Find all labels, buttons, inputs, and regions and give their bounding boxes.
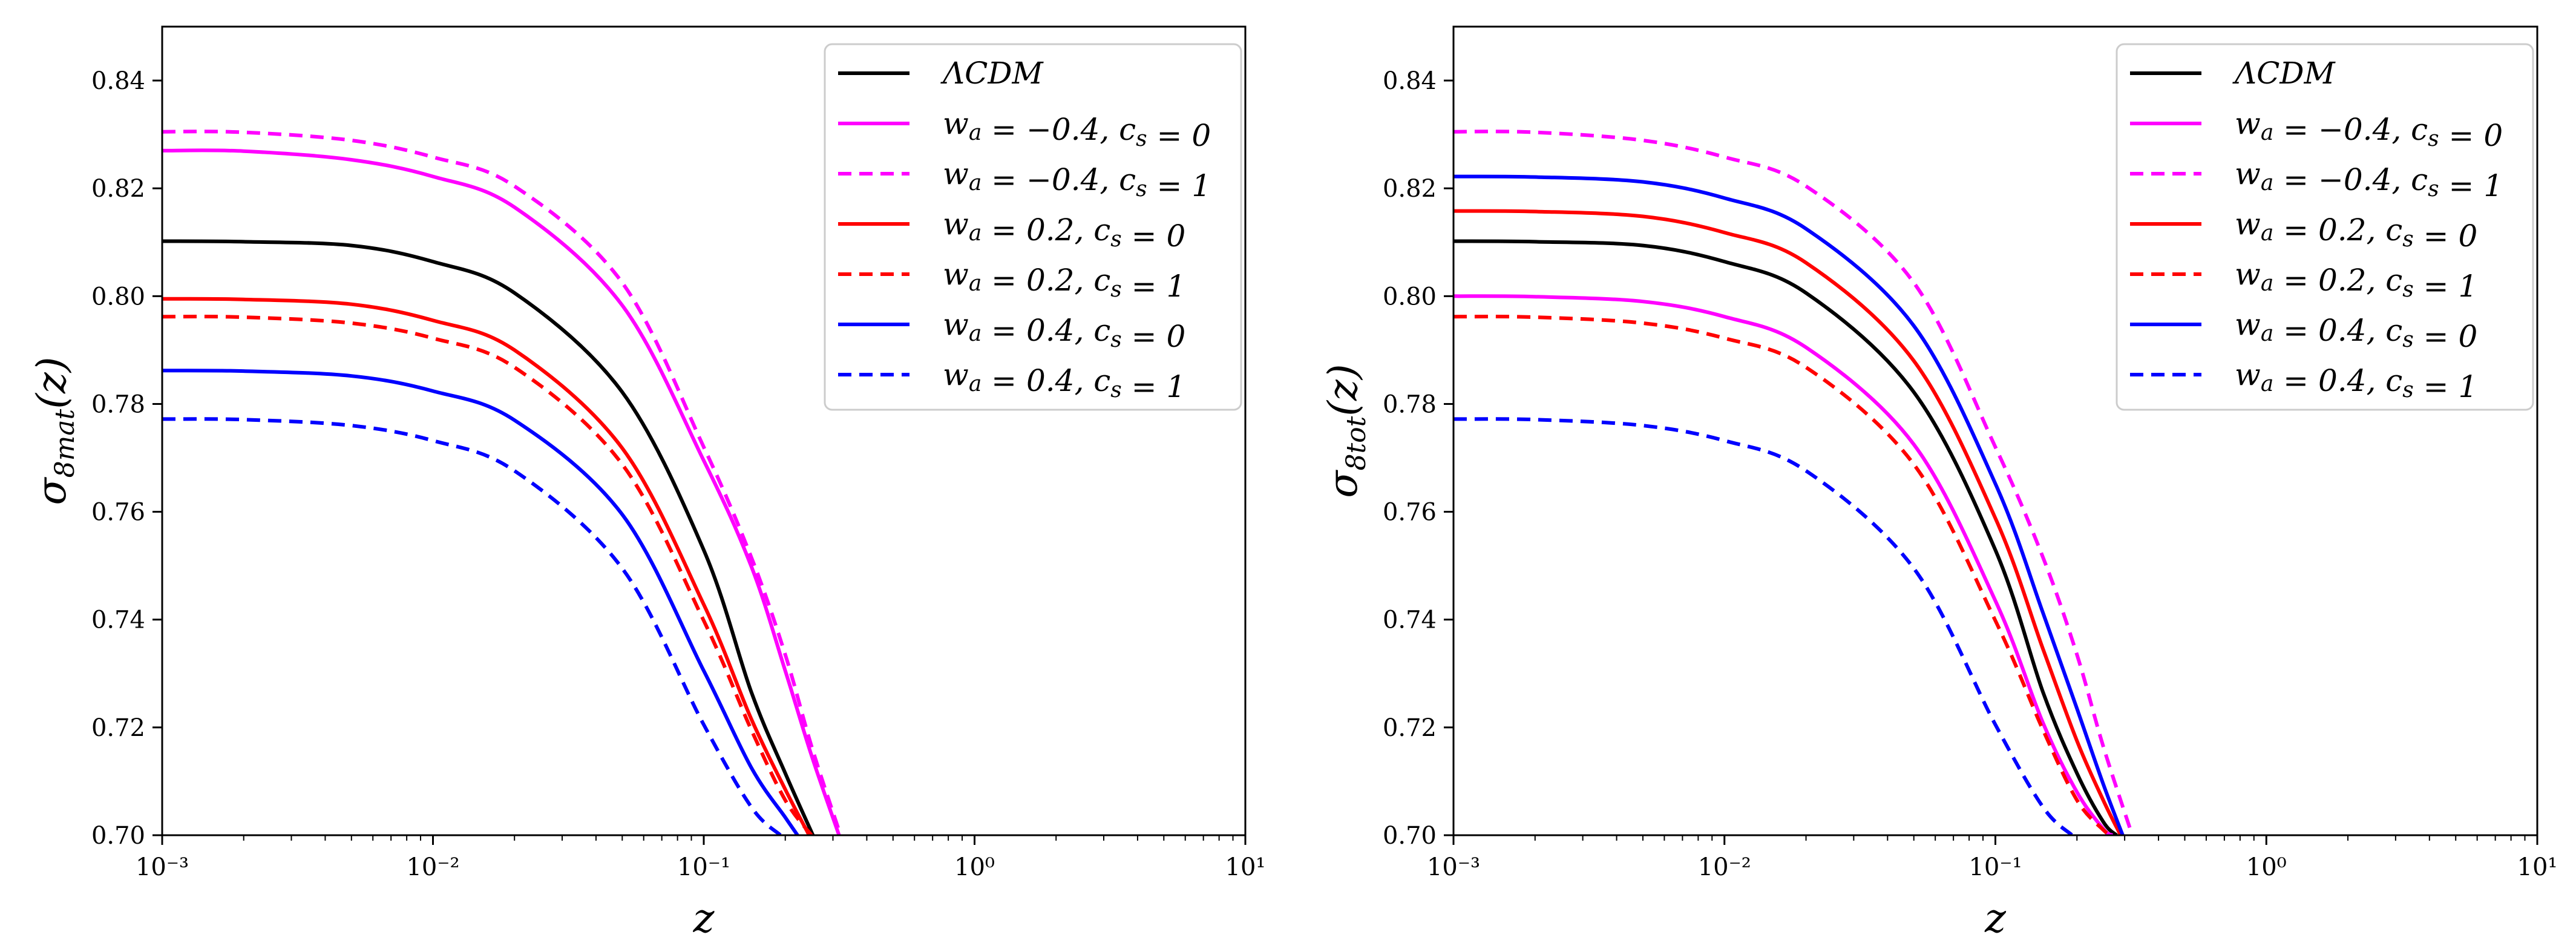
- series-line-6: [1454, 174, 2125, 835]
- x-tick-label: 10⁻²: [1698, 853, 1751, 881]
- legend-label: wa = 0.2, cs = 1: [2235, 257, 2477, 304]
- y-tick-label: 0.80: [1383, 283, 1437, 310]
- legend-label: wa = −0.4, cs = 1: [943, 156, 1211, 203]
- legend-label: wa = −0.4, cs = 0: [2235, 106, 2503, 153]
- y-axis-label: σ8tot(z): [1320, 364, 1372, 497]
- legend-label: wa = 0.4, cs = 0: [2235, 307, 2477, 354]
- series-line-6: [162, 369, 799, 835]
- legend-label: wa = 0.2, cs = 1: [943, 257, 1185, 304]
- x-axis: 10⁻³ 10⁻² 10⁻¹ 10⁰ 10¹: [1427, 835, 2557, 881]
- y-tick-label: 0.78: [1383, 390, 1437, 418]
- y-tick-label: 0.74: [1383, 606, 1437, 634]
- series-line-2: [162, 148, 841, 835]
- series-line-1: [1454, 239, 2118, 835]
- x-tick-label: 10⁻¹: [677, 853, 730, 881]
- y-axis-label: σ8mat(z): [28, 357, 80, 505]
- series-line-7: [1454, 417, 2074, 835]
- legend-label: wa = −0.4, cs = 1: [2235, 156, 2503, 203]
- x-axis-label: z: [1984, 895, 2007, 942]
- y-tick-label: 0.74: [91, 606, 145, 634]
- series-line-2: [1454, 294, 2114, 835]
- series-line-5: [162, 315, 813, 835]
- y-tick-label: 0.70: [91, 822, 145, 850]
- series-line-5: [1454, 315, 2114, 835]
- x-tick-label: 10⁻³: [136, 853, 189, 881]
- x-tick-label: 10⁻³: [1427, 853, 1480, 881]
- x-tick-label: 10¹: [2517, 853, 2558, 881]
- series-group: [1454, 130, 2134, 835]
- legend-box: [2116, 43, 2534, 411]
- y-tick-label: 0.72: [91, 714, 145, 742]
- x-tick-label: 10⁻¹: [1968, 853, 2022, 881]
- legend-label: wa = 0.2, cs = 0: [2235, 206, 2477, 254]
- series-line-4: [1454, 209, 2123, 835]
- x-tick-label: 10⁻²: [406, 853, 459, 881]
- chart-panel-2: 10⁻³ 10⁻² 10⁻¹ 10⁰ 10¹0.700.720.740.760.780.…: [1320, 25, 2557, 942]
- series-line-3: [1454, 130, 2134, 835]
- legend-label: wa = 0.2, cs = 0: [943, 206, 1185, 254]
- series-line-3: [162, 130, 842, 835]
- x-axis: 10⁻³ 10⁻² 10⁻¹ 10⁰ 10¹: [136, 835, 1265, 881]
- y-tick-label: 0.72: [1383, 714, 1437, 742]
- chart-panel-1: 10⁻³ 10⁻² 10⁻¹ 10⁰ 10¹0.700.720.740.760.780.…: [28, 25, 1265, 942]
- x-axis-label: z: [693, 895, 715, 942]
- y-tick-label: 0.78: [91, 390, 145, 418]
- series-group: [162, 130, 842, 835]
- legend-box: [824, 43, 1242, 411]
- legend-label: ΛCDM: [940, 56, 1044, 91]
- legend-label: wa = −0.4, cs = 0: [943, 106, 1211, 153]
- y-tick-label: 0.82: [91, 175, 145, 203]
- legend-label: wa = 0.4, cs = 1: [943, 357, 1185, 404]
- y-tick-label: 0.76: [1383, 499, 1437, 527]
- x-tick-label: 10¹: [1225, 853, 1266, 881]
- legend-label: wa = 0.4, cs = 1: [2235, 357, 2477, 404]
- series-line-1: [162, 239, 815, 835]
- series-line-4: [162, 297, 811, 835]
- x-tick-label: 10⁰: [954, 853, 995, 881]
- y-tick-label: 0.70: [1383, 822, 1437, 850]
- x-tick-label: 10⁰: [2246, 853, 2287, 881]
- y-tick-label: 0.82: [1383, 175, 1437, 203]
- y-tick-label: 0.84: [1383, 67, 1437, 95]
- legend-label: wa = 0.4, cs = 0: [943, 307, 1185, 354]
- y-tick-label: 0.76: [91, 499, 145, 527]
- series-line-7: [162, 417, 782, 835]
- y-tick-label: 0.84: [91, 67, 145, 95]
- y-tick-label: 0.80: [91, 283, 145, 310]
- y-axis: 0.70 0.72 0.74 0.76 0.78 0.80 0.82 0.84: [91, 67, 162, 850]
- y-axis: 0.70 0.72 0.74 0.76 0.78 0.80 0.82 0.84: [1383, 67, 1454, 850]
- legend-label: ΛCDM: [2232, 56, 2336, 91]
